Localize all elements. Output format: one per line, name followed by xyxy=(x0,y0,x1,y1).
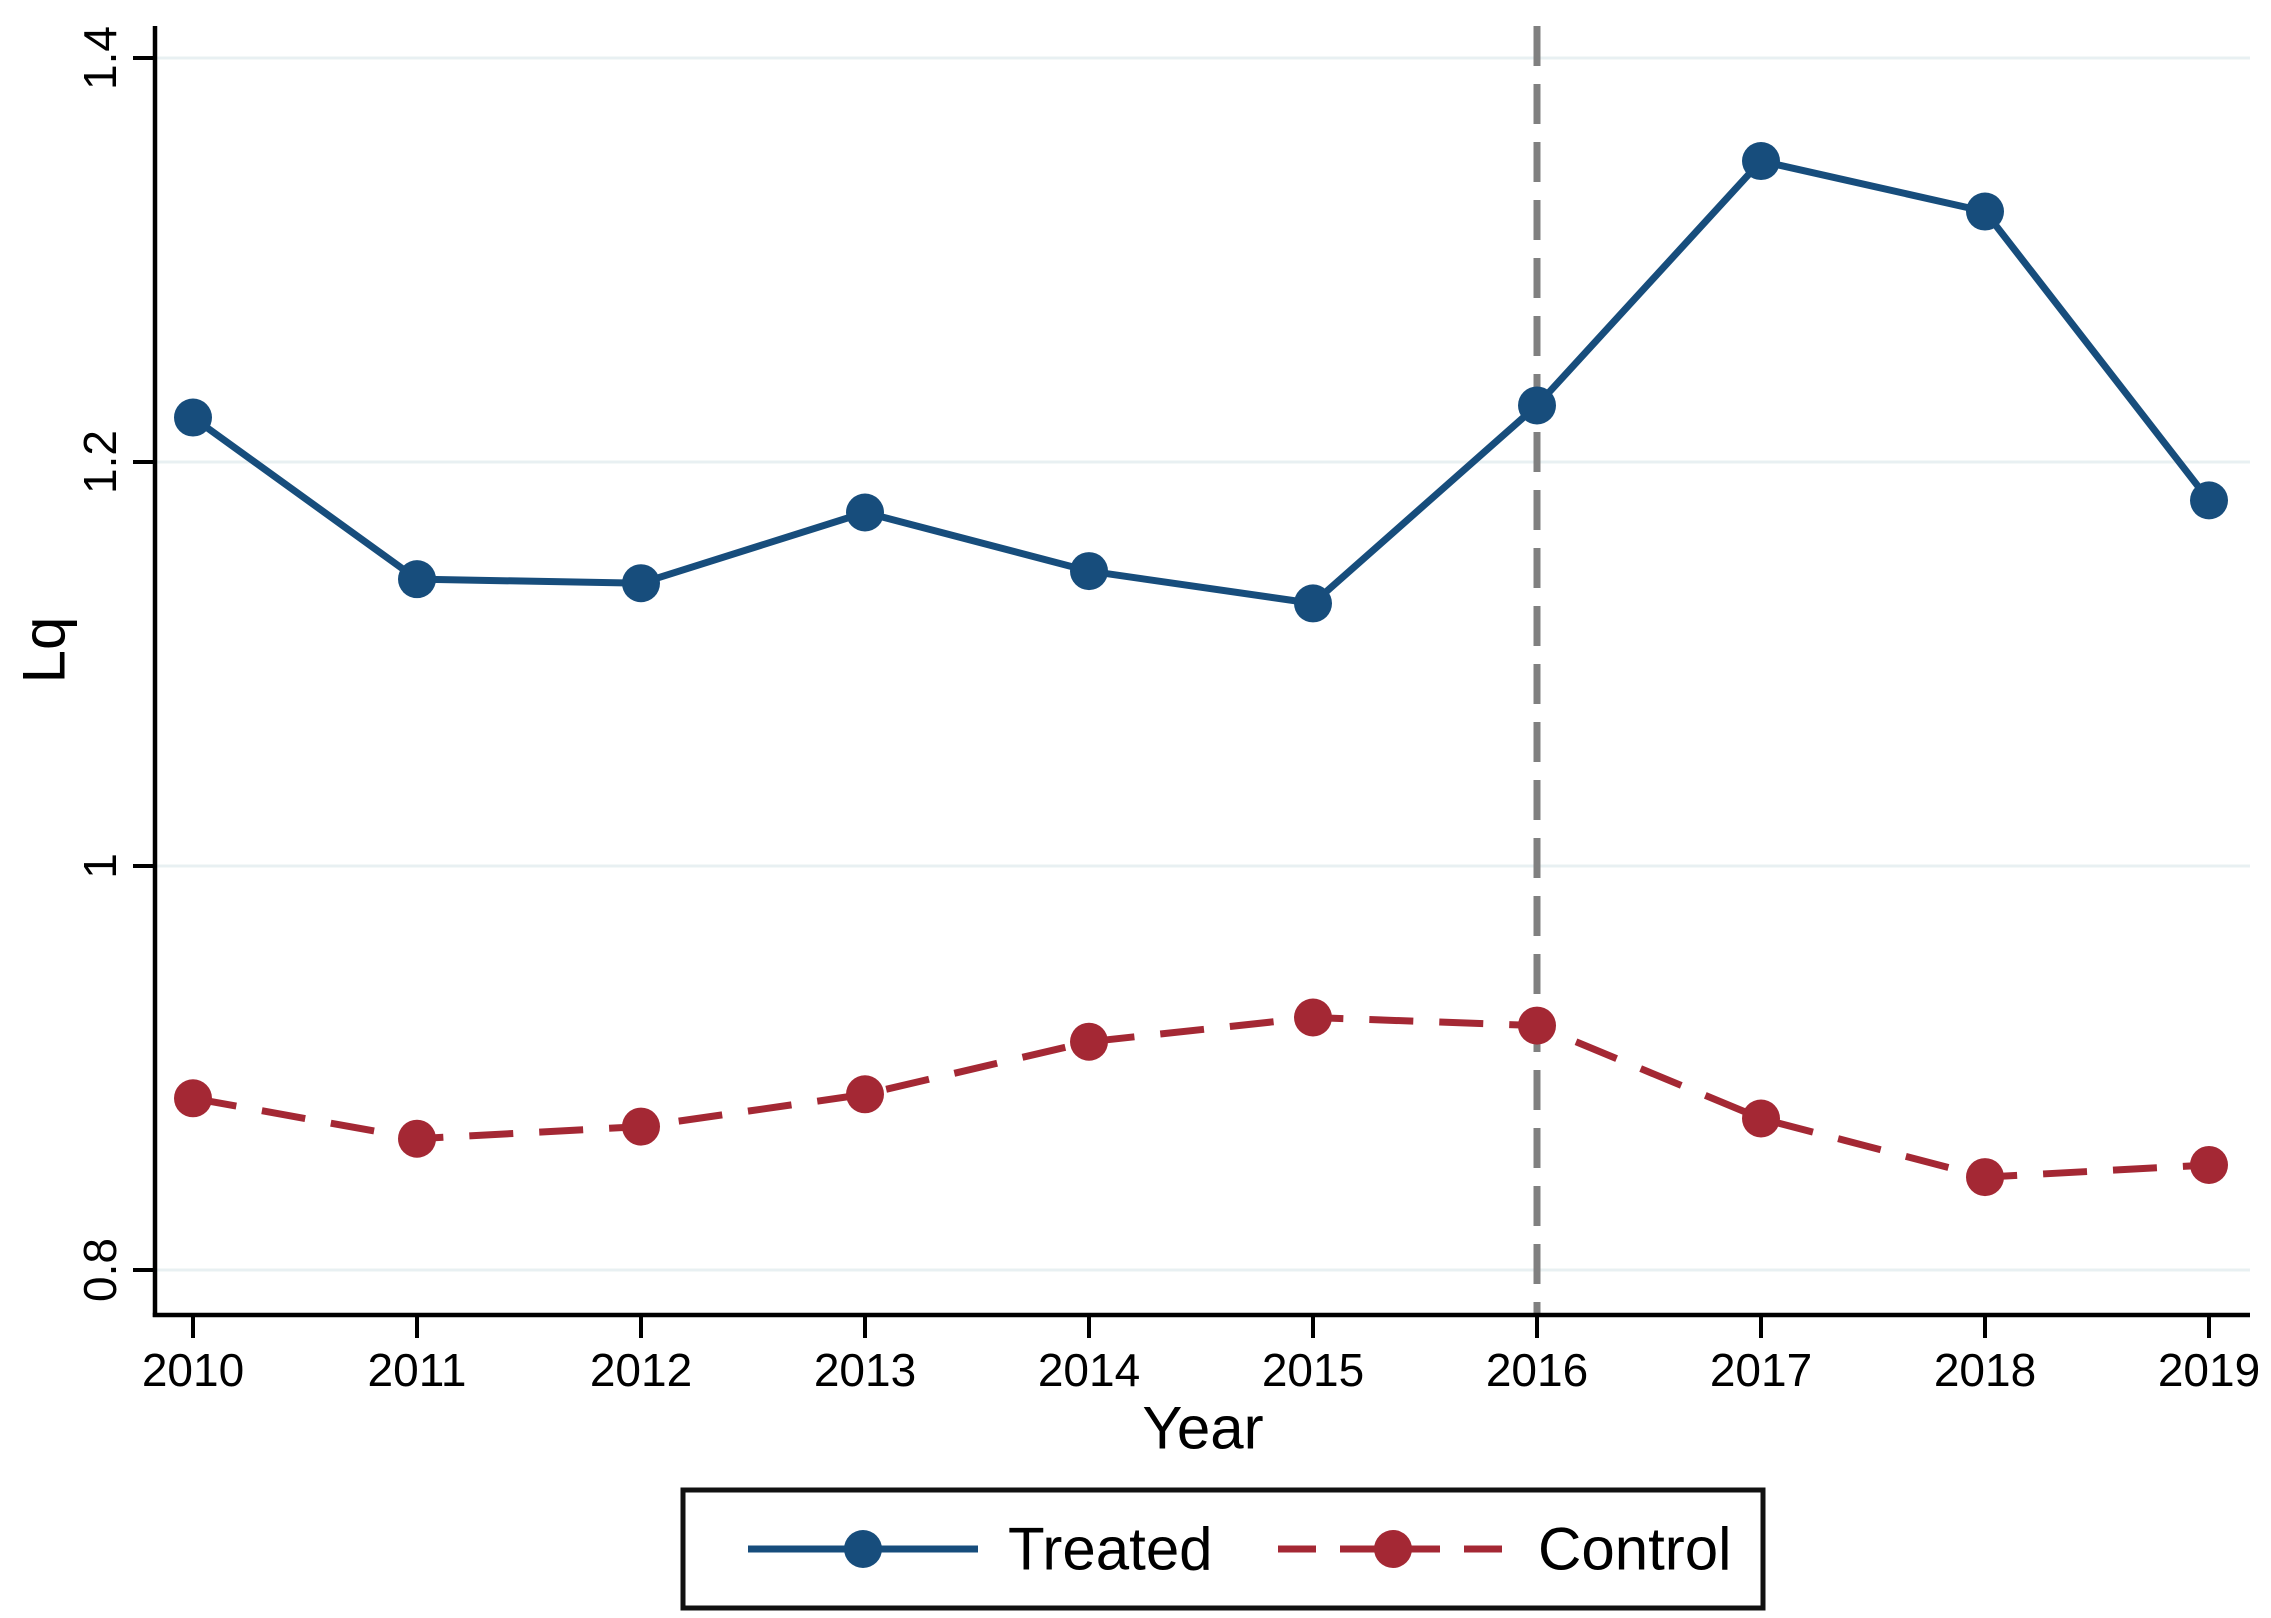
data-point-treated-2010 xyxy=(174,398,212,437)
legend-control-label: Control xyxy=(1538,1516,1731,1583)
gridlines xyxy=(155,56,2250,1272)
x-tick-label: 2010 xyxy=(142,1344,244,1396)
x-tick-label: 2017 xyxy=(1710,1344,1812,1396)
data-point-treated-2011 xyxy=(398,560,436,599)
data-point-treated-2017 xyxy=(1742,142,1780,181)
data-point-control-2010 xyxy=(174,1079,212,1118)
data-point-control-2011 xyxy=(398,1119,436,1158)
y-tick-label: 1 xyxy=(74,853,126,879)
axis-ticks: 0.8 1 1.2 1.4 2010 2011 2012 2013 2014 2015 2016 20… xyxy=(74,26,2260,1396)
plot-series xyxy=(174,142,2228,1197)
data-point-control-2017 xyxy=(1742,1099,1780,1138)
data-point-control-2019 xyxy=(2190,1145,2228,1184)
x-tick-label: 2015 xyxy=(1262,1344,1364,1396)
legend: Treated Control xyxy=(680,1487,1766,1611)
x-tick-label: 2014 xyxy=(1038,1344,1140,1396)
legend-control-marker xyxy=(1374,1530,1412,1568)
data-point-treated-2015 xyxy=(1294,584,1332,623)
data-point-control-2012 xyxy=(622,1107,660,1146)
data-point-treated-2016 xyxy=(1518,386,1556,425)
data-point-control-2018 xyxy=(1966,1158,2004,1197)
x-tick-label: 2018 xyxy=(1934,1344,2036,1396)
data-point-control-2014 xyxy=(1070,1022,1108,1061)
legend-treated-marker xyxy=(844,1530,882,1568)
x-tick-label: 2013 xyxy=(814,1344,916,1396)
data-point-control-2013 xyxy=(846,1075,884,1114)
legend-treated-label: Treated xyxy=(1008,1516,1213,1583)
data-point-treated-2012 xyxy=(622,564,660,603)
x-tick-label: 2011 xyxy=(368,1344,467,1396)
y-tick-label: 0.8 xyxy=(74,1238,126,1302)
x-tick-label: 2019 xyxy=(2158,1344,2260,1396)
y-axis-title: Lq xyxy=(11,617,78,684)
x-tick-label: 2012 xyxy=(590,1344,692,1396)
series-line-treated xyxy=(190,157,2212,607)
data-point-control-2015 xyxy=(1294,998,1332,1037)
data-point-treated-2019 xyxy=(2190,481,2228,520)
data-point-treated-2013 xyxy=(846,493,884,532)
data-point-treated-2018 xyxy=(1966,192,2004,231)
series-line-control xyxy=(192,1014,2210,1181)
data-point-control-2016 xyxy=(1518,1006,1556,1045)
axes: Lq Year 0.8 1 1.2 1.4 2010 2011 2012 2013 2014 20… xyxy=(11,26,2260,1462)
x-axis-title: Year xyxy=(1142,1395,1263,1462)
y-tick-label: 1.2 xyxy=(74,430,126,494)
data-point-treated-2014 xyxy=(1070,552,1108,591)
x-tick-label: 2016 xyxy=(1486,1344,1588,1396)
y-tick-label: 1.4 xyxy=(74,26,126,90)
